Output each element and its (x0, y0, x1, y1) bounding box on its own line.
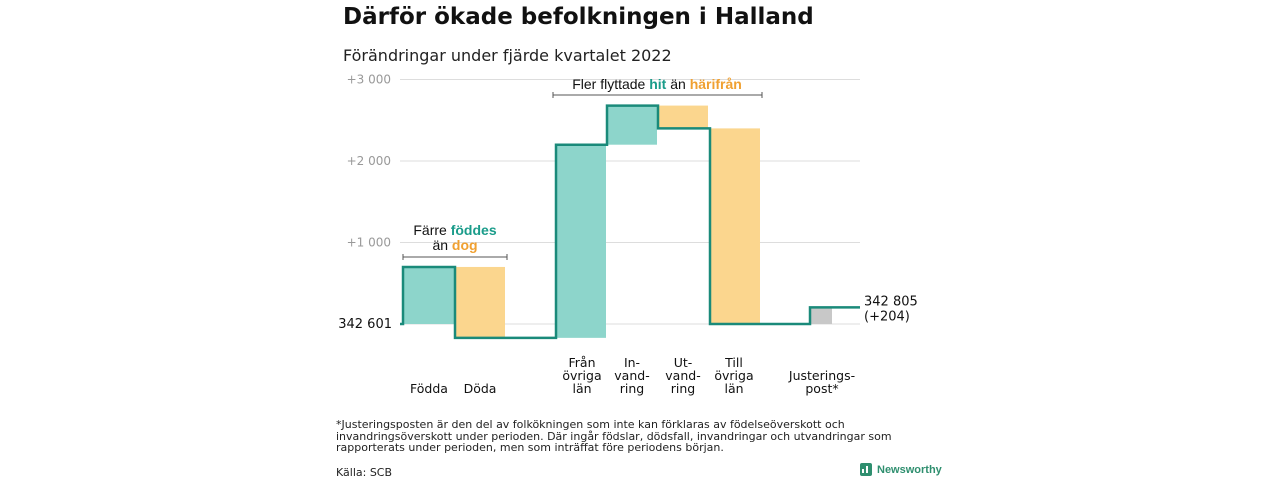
waterfall-bar (658, 105, 708, 129)
end-change-label: (+204) (864, 309, 910, 324)
waterfall-bar (455, 266, 505, 338)
waterfall-bar (556, 144, 606, 338)
bar-chart-icon (860, 463, 872, 476)
category-label: Döda (464, 381, 497, 396)
waterfall-bar (710, 128, 760, 324)
category-label: Födda (410, 381, 448, 396)
annotation-line: Fler flyttade hit än härifrån (572, 76, 742, 92)
category-label: Ut-vand-ring (665, 355, 700, 396)
annotation-line: än dog (432, 237, 477, 253)
start-value-label: 342 601 (338, 317, 392, 332)
waterfall-bar (607, 105, 657, 145)
y-tick-label: +1 000 (347, 236, 391, 250)
annotation-line: Färre föddes (413, 222, 496, 238)
waterfall-chart: +1 000 +2 000 +3 000 342 601 342 805(+204) Fö… (338, 73, 918, 397)
waterfall-bar (810, 307, 832, 324)
footnote: *Justeringsposten är den del av folkökni… (336, 418, 892, 454)
source-label: Källa: SCB (336, 466, 393, 479)
brand-logo: Newsworthy (860, 463, 942, 476)
waterfall-bar (403, 266, 455, 324)
category-label: Justerings-post* (788, 368, 855, 396)
chart-title: Därför ökade befolkningen i Halland (343, 4, 814, 30)
brand-name: Newsworthy (877, 463, 942, 476)
category-label: Till övriga län (714, 355, 753, 396)
y-tick-label: +3 000 (347, 73, 391, 87)
category-label: Från övriga län (562, 355, 601, 396)
y-tick-label: +2 000 (347, 154, 391, 168)
end-value-label: 342 805 (864, 294, 918, 309)
cumulative-step-line (400, 104, 860, 340)
chart-subtitle: Förändringar under fjärde kvartalet 2022 (343, 46, 672, 65)
category-label: In-vand-ring (614, 355, 649, 396)
